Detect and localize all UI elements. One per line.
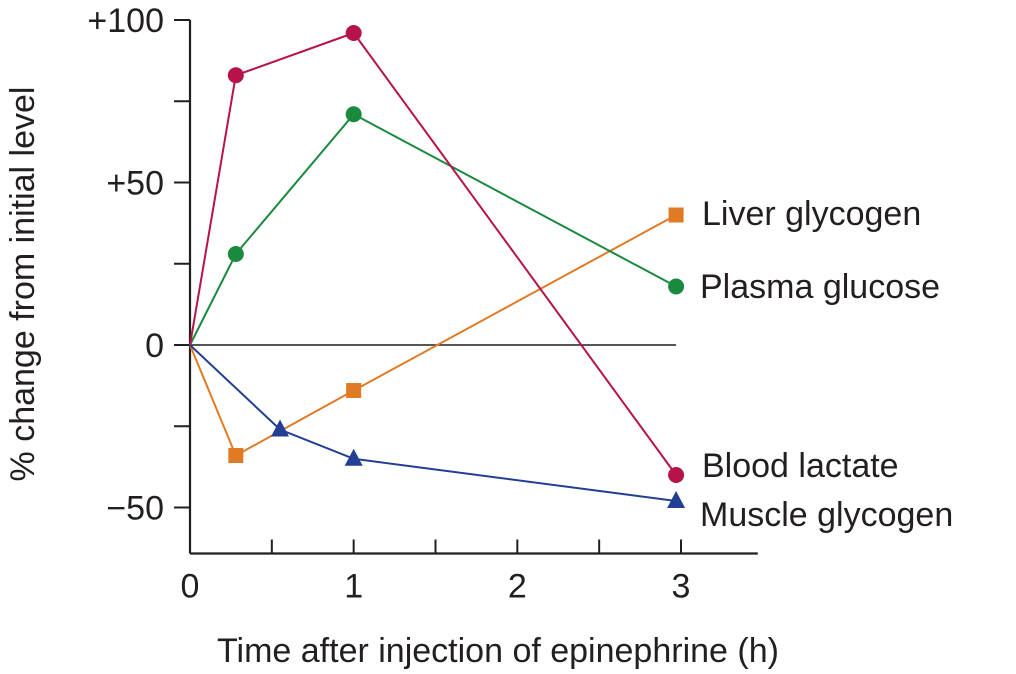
plasma-glucose-label: Plasma glucose <box>700 268 940 306</box>
y-axis-title: % change from initial level <box>4 87 42 482</box>
axes <box>188 20 758 555</box>
y-tick-label: +100 <box>87 2 164 40</box>
x-tick-label: 1 <box>344 568 363 606</box>
axis-ticks: +100 +50 0 −50 0 1 2 3 <box>87 2 690 606</box>
plasma-glucose-point <box>668 278 685 295</box>
x-axis-title: Time after injection of epinephrine (h) <box>217 632 779 670</box>
y-tick-label: 0 <box>145 327 164 365</box>
blood-lactate-point <box>345 25 362 41</box>
muscle-glycogen-point <box>344 448 363 466</box>
muscle-glycogen-label: Muscle glycogen <box>700 496 953 534</box>
x-tick-label: 3 <box>672 568 691 606</box>
liver-glycogen-label: Liver glycogen <box>702 195 921 233</box>
muscle-glycogen-point <box>271 419 290 437</box>
y-tick-label: +50 <box>106 165 164 203</box>
liver-glycogen-point <box>346 383 362 398</box>
blood-lactate-label: Blood lactate <box>702 447 899 485</box>
muscle-glycogen-line <box>189 344 677 502</box>
y-tick-label: −50 <box>106 490 164 528</box>
plasma-glucose-point <box>345 106 362 123</box>
liver-glycogen-line <box>189 214 677 457</box>
liver-glycogen-point <box>668 207 684 223</box>
x-tick-label: 0 <box>181 568 200 606</box>
plasma-glucose-point <box>227 246 244 262</box>
blood-lactate-point <box>668 467 685 483</box>
muscle-glycogen-point <box>667 491 686 508</box>
x-tick-label: 2 <box>508 568 527 606</box>
plasma-glucose-line <box>189 113 677 346</box>
blood-lactate-line <box>189 31 677 476</box>
blood-lactate-point <box>227 67 244 84</box>
series-layer <box>189 25 686 508</box>
liver-glycogen-point <box>228 448 244 463</box>
series-labels: Liver glycogen Plasma glucose Blood lactat… <box>700 195 953 534</box>
